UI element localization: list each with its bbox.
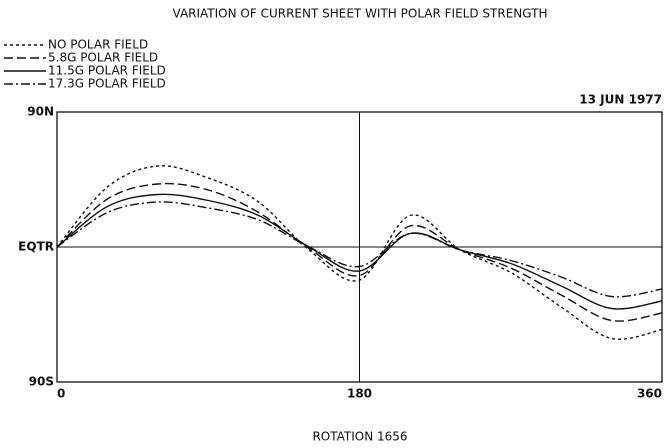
x-tick-label: 180 [347, 387, 372, 401]
legend-label: NO POLAR FIELD [48, 38, 148, 52]
series-line [56, 165, 663, 340]
legend-label: 5.8G POLAR FIELD [48, 51, 158, 65]
annotation: 13 JUN 1977 [579, 93, 662, 107]
x-tick-label: 0 [57, 387, 65, 401]
series-line [56, 182, 663, 322]
legend-label: 17.3G POLAR FIELD [48, 77, 166, 91]
y-tick-label: 90S [29, 375, 54, 389]
chart-title: VARIATION OF CURRENT SHEET WITH POLAR FI… [173, 7, 548, 21]
series-line [56, 201, 663, 298]
y-tick-label: 90N [27, 105, 54, 119]
x-axis-label: ROTATION 1656 [312, 430, 407, 444]
legend-label: 11.5G POLAR FIELD [48, 64, 166, 78]
series-line [56, 193, 663, 310]
y-tick-label: EQTR [18, 240, 54, 254]
x-tick-label: 360 [637, 387, 662, 401]
